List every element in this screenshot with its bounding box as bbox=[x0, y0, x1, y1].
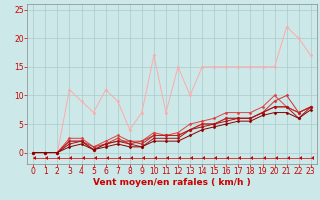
X-axis label: Vent moyen/en rafales ( km/h ): Vent moyen/en rafales ( km/h ) bbox=[93, 178, 251, 187]
